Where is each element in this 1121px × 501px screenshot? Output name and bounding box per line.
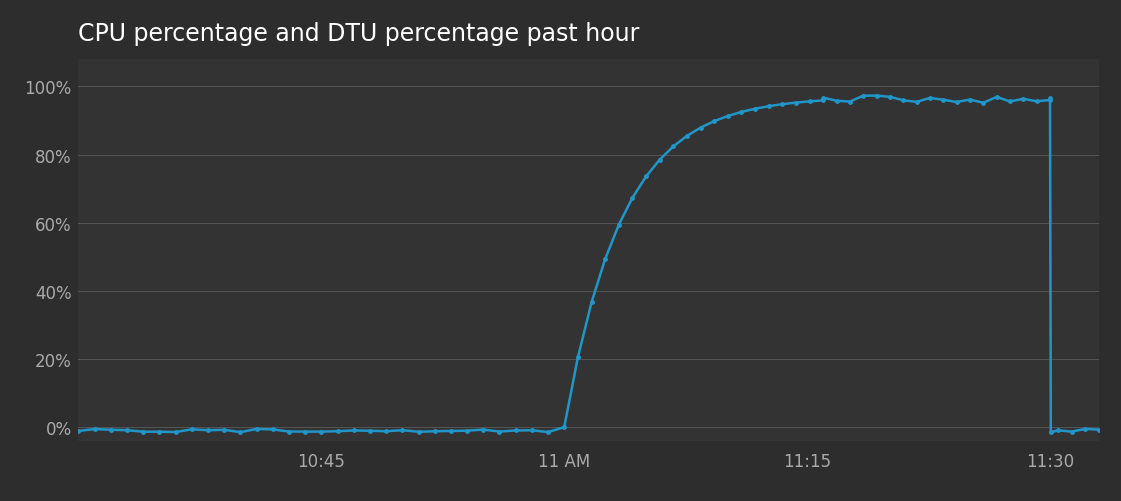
- Text: CPU percentage and DTU percentage past hour: CPU percentage and DTU percentage past h…: [78, 22, 640, 46]
